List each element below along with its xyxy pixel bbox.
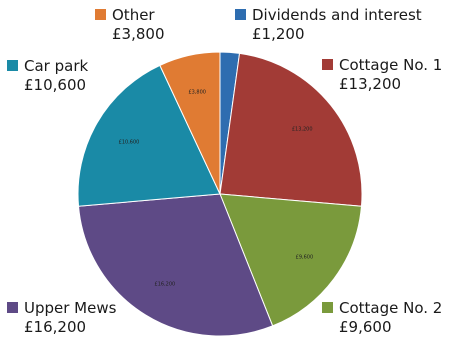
pie-slice-other <box>159 51 221 195</box>
legend-swatch-cottage-no-1 <box>322 59 333 70</box>
legend-item-cottage-no-1: Cottage No. 1£13,200 <box>322 56 442 93</box>
legend-swatch-other <box>95 9 106 20</box>
legend-swatch-car-park <box>7 60 18 71</box>
legend-value-cottage-no-1: £13,200 <box>339 75 401 93</box>
legend-value-other: £3,800 <box>112 25 165 43</box>
pie-slices <box>77 51 363 337</box>
pie-slice-upper-mews <box>77 193 274 337</box>
legend-item-upper-mews: Upper Mews£16,200 <box>7 299 117 336</box>
legend: Dividends and interest£1,200 Cottage No. … <box>7 6 442 336</box>
legend-value-dividends-and-interest: £1,200 <box>252 25 305 43</box>
legend-swatch-cottage-no-2 <box>322 302 333 313</box>
slice-label-car-park: £10,600 <box>119 140 140 146</box>
legend-swatch-upper-mews <box>7 302 18 313</box>
legend-value-upper-mews: £16,200 <box>24 318 86 336</box>
pie-slice-labels: £13,200 £9,600 £16,200 £10,600 £3,800 <box>119 89 313 287</box>
legend-item-car-park: Car park£10,600 <box>7 57 88 94</box>
legend-name-other: Other <box>112 6 155 24</box>
legend-value-cottage-no-2: £9,600 <box>339 318 392 336</box>
pie-slice-cottage-no-2 <box>219 193 363 327</box>
slice-label-cottage-no-2: £9,600 <box>296 255 314 261</box>
slice-label-cottage-no-1: £13,200 <box>292 127 313 133</box>
slice-label-other: £3,800 <box>188 89 206 95</box>
legend-name-car-park: Car park <box>24 57 88 75</box>
legend-value-car-park: £10,600 <box>24 76 86 94</box>
legend-name-dividends-and-interest: Dividends and interest <box>252 6 422 24</box>
pie-slice-cottage-no-1 <box>219 52 363 207</box>
legend-name-upper-mews: Upper Mews <box>24 299 117 317</box>
legend-item-other: Other£3,800 <box>95 6 165 43</box>
pie-slice-car-park <box>77 64 221 207</box>
legend-item-cottage-no-2: Cottage No. 2£9,600 <box>322 299 442 336</box>
legend-item-dividends-and-interest: Dividends and interest£1,200 <box>235 6 422 43</box>
legend-name-cottage-no-2: Cottage No. 2 <box>339 299 442 317</box>
legend-name-cottage-no-1: Cottage No. 1 <box>339 56 442 74</box>
slice-label-upper-mews: £16,200 <box>155 282 176 288</box>
legend-swatch-dividends-and-interest <box>235 9 246 20</box>
